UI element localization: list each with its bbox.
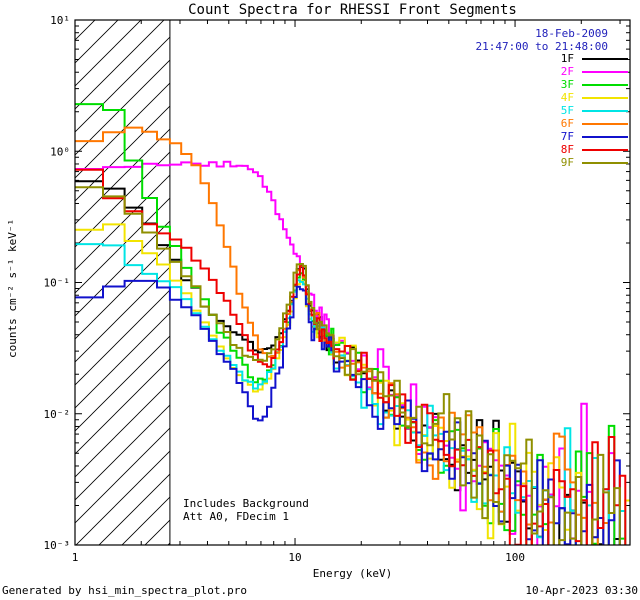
- legend-item-7f: 7F: [561, 130, 628, 143]
- legend-item-2f: 2F: [561, 65, 628, 78]
- plot-frame: [74, 19, 631, 546]
- legend-label: 6F: [560, 117, 574, 130]
- legend-color-swatch: [582, 135, 628, 138]
- x-tick-label: 10: [288, 551, 301, 564]
- generator-credit: Generated by hsi_min_spectra_plot.pro: [2, 584, 248, 597]
- legend-color-swatch: [582, 161, 628, 164]
- observation-time-range: 21:47:00 to 21:48:00: [475, 40, 608, 53]
- x-tick-label: 1: [72, 551, 79, 564]
- x-tick-label: 100: [505, 551, 525, 564]
- y-axis-label: counts cm⁻² s⁻¹ keV⁻¹: [6, 218, 19, 358]
- legend-item-9f: 9F: [561, 156, 628, 169]
- legend: 1F 2F 3F 4F 5F 6F 7F 8F 9F: [561, 52, 628, 169]
- legend-item-6f: 6F: [561, 117, 628, 130]
- legend-label: 2F: [560, 65, 574, 78]
- legend-item-3f: 3F: [561, 78, 628, 91]
- series-8f: [75, 168, 627, 545]
- spectra-series-group: [75, 103, 630, 545]
- legend-label: 8F: [560, 143, 574, 156]
- legend-color-swatch: [582, 109, 628, 112]
- legend-label: 5F: [560, 104, 574, 117]
- y-tick-label: 10¹: [50, 14, 70, 27]
- legend-label: 7F: [560, 130, 574, 143]
- legend-color-swatch: [582, 96, 628, 99]
- chart-title: Count Spectra for RHESSI Front Segments: [188, 2, 517, 18]
- y-tick-label: 10⁻¹: [44, 277, 71, 290]
- legend-color-swatch: [582, 83, 628, 86]
- legend-label: 1F: [560, 52, 574, 65]
- excluded-energy-band: [75, 20, 170, 545]
- x-axis-label: Energy (keV): [312, 567, 393, 580]
- legend-label: 3F: [560, 78, 574, 91]
- annotation-attenuator-state: Att A0, FDecim 1: [183, 510, 289, 523]
- legend-item-1f: 1F: [561, 52, 628, 65]
- series-9f: [75, 186, 621, 545]
- y-tick-label: 10⁻³: [44, 539, 71, 552]
- legend-color-swatch: [582, 122, 628, 125]
- axis-ticks: [74, 19, 630, 546]
- legend-item-4f: 4F: [561, 91, 628, 104]
- legend-color-swatch: [582, 70, 628, 73]
- annotation-includes-background: Includes Background: [183, 497, 309, 510]
- legend-label: 9F: [560, 156, 574, 169]
- legend-label: 4F: [560, 91, 574, 104]
- observation-date: 18-Feb-2009: [535, 27, 608, 40]
- generation-timestamp: 10-Apr-2023 03:30: [525, 584, 638, 597]
- legend-color-swatch: [582, 148, 628, 151]
- legend-item-5f: 5F: [561, 104, 628, 117]
- y-tick-label: 10⁰: [50, 145, 70, 158]
- y-tick-label: 10⁻²: [44, 408, 71, 421]
- legend-item-8f: 8F: [561, 143, 628, 156]
- legend-color-swatch: [582, 57, 628, 60]
